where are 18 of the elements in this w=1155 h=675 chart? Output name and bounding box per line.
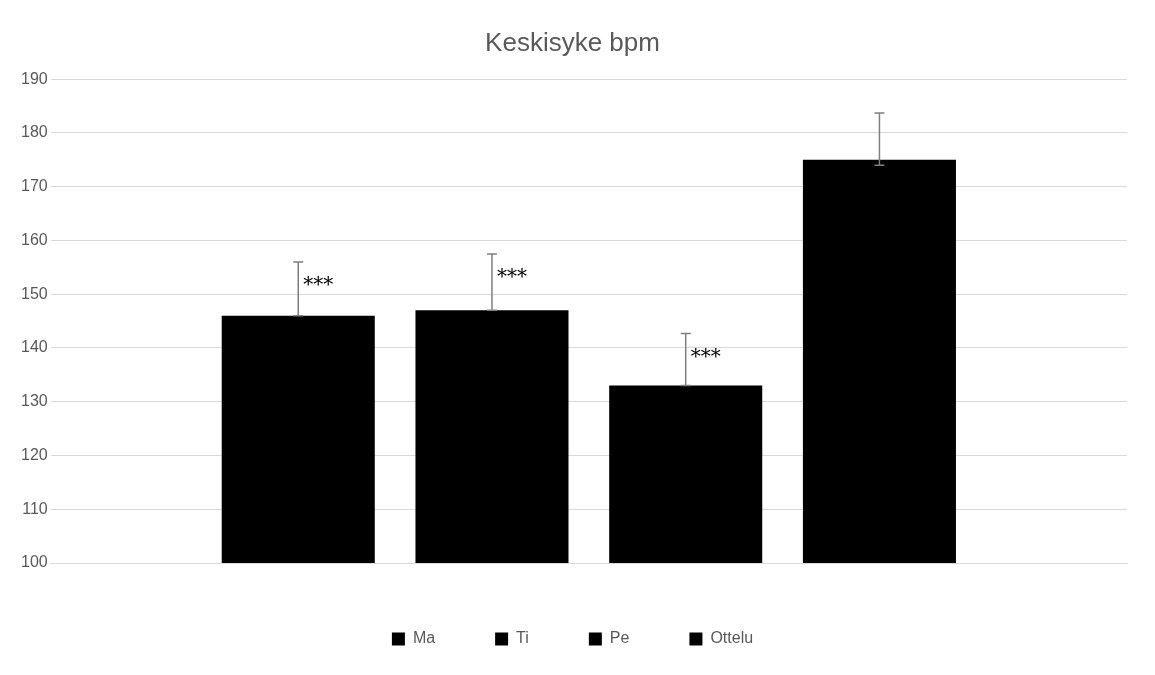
legend-label: Ma: [412, 629, 436, 647]
legend-label: Ti: [516, 629, 529, 647]
y-tick-label: 100: [20, 553, 48, 571]
y-tick-label: 150: [20, 284, 48, 302]
legend-label: Ottelu: [710, 629, 754, 647]
data-label: ***: [496, 264, 527, 289]
y-tick-label: 120: [20, 445, 48, 463]
y-tick-label: 130: [20, 392, 48, 410]
y-tick-label: 160: [20, 230, 48, 248]
data-label: ***: [690, 343, 721, 368]
y-tick-label: 190: [20, 69, 48, 87]
y-tick-label: 180: [20, 123, 48, 141]
chart-title: Keskisyke bpm: [485, 26, 660, 57]
y-tick-label: 110: [22, 499, 48, 517]
data-label: ***: [303, 272, 334, 297]
y-tick-label: 170: [20, 177, 48, 195]
y-tick-label: 140: [20, 338, 48, 356]
legend-label: Pe: [609, 629, 630, 647]
